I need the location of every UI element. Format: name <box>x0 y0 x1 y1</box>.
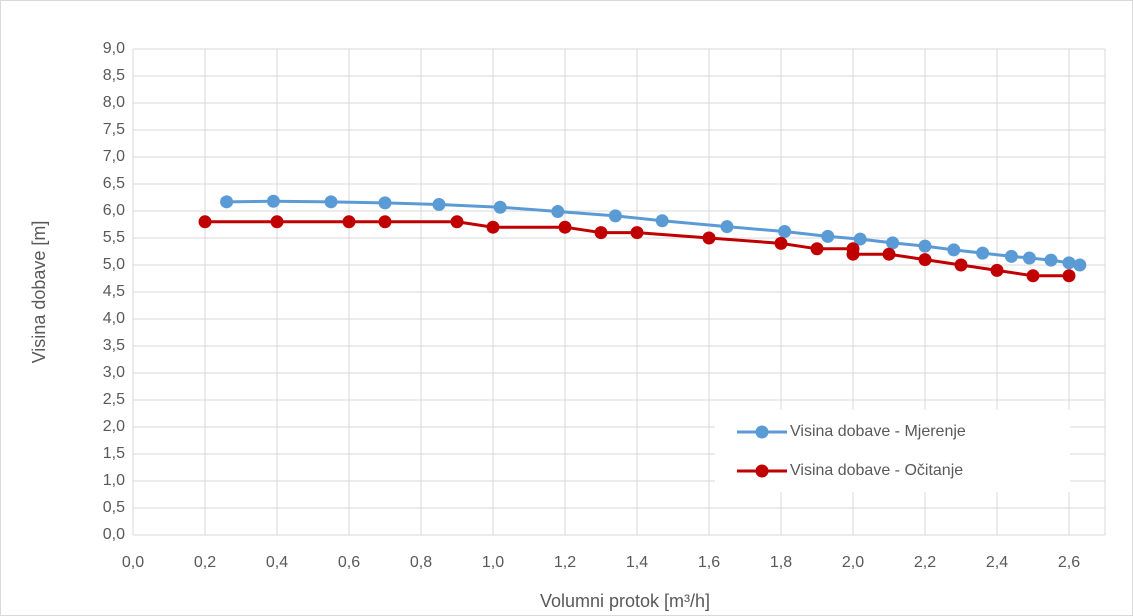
x-tick-label: 1,6 <box>698 554 720 571</box>
x-tick-label: 0,4 <box>266 554 288 571</box>
y-tick-label: 5,0 <box>103 256 125 273</box>
data-point <box>720 220 734 234</box>
data-point <box>630 226 644 240</box>
y-tick-label: 4,0 <box>103 310 125 327</box>
data-point <box>821 229 835 243</box>
legend-marker <box>755 425 769 439</box>
data-point <box>486 220 500 234</box>
y-tick-label: 7,5 <box>103 121 125 138</box>
data-point <box>220 195 234 209</box>
x-tick-label: 0,6 <box>338 554 360 571</box>
data-point <box>990 263 1004 277</box>
data-point <box>918 253 932 267</box>
y-axis-title: Visina dobave [m] <box>29 221 49 364</box>
x-tick-label: 0,8 <box>410 554 432 571</box>
data-point <box>853 232 867 246</box>
data-point <box>1004 249 1018 263</box>
data-point <box>1022 251 1036 265</box>
data-point <box>342 215 356 229</box>
data-point <box>976 246 990 260</box>
data-point <box>1062 256 1076 270</box>
data-point <box>378 215 392 229</box>
data-point <box>493 200 507 214</box>
data-point <box>1044 253 1058 267</box>
x-tick-label: 1,0 <box>482 554 504 571</box>
y-tick-label: 7,0 <box>103 148 125 165</box>
x-axis-title: Volumni protok [m³/h] <box>540 591 710 611</box>
data-point <box>594 226 608 240</box>
y-tick-label: 5,5 <box>103 229 125 246</box>
data-point <box>266 194 280 208</box>
y-tick-label: 9,0 <box>103 40 125 57</box>
x-tick-label: 1,4 <box>626 554 648 571</box>
x-tick-label: 2,2 <box>914 554 936 571</box>
data-point <box>810 242 824 256</box>
y-tick-label: 0,5 <box>103 499 125 516</box>
legend-marker <box>755 464 769 478</box>
data-point <box>947 243 961 257</box>
x-tick-label: 1,8 <box>770 554 792 571</box>
data-point <box>846 247 860 261</box>
legend-label: Visina dobave - Mjerenje <box>790 423 966 440</box>
data-point <box>774 236 788 250</box>
data-point <box>702 231 716 245</box>
data-point <box>198 215 212 229</box>
x-tick-label: 2,0 <box>842 554 864 571</box>
data-point <box>270 215 284 229</box>
legend-box <box>715 410 1070 492</box>
data-point <box>432 198 446 212</box>
series-line <box>226 199 1081 267</box>
data-point <box>608 209 622 223</box>
data-point <box>886 236 900 250</box>
x-tick-label: 1,2 <box>554 554 576 571</box>
data-point <box>882 247 896 261</box>
data-point <box>324 195 338 209</box>
y-tick-label: 1,5 <box>103 445 125 462</box>
y-tick-label: 2,5 <box>103 391 125 408</box>
x-tick-label: 0,0 <box>122 554 144 571</box>
x-tick-label: 0,2 <box>194 554 216 571</box>
data-point <box>1026 269 1040 283</box>
y-tick-label: 3,5 <box>103 337 125 354</box>
x-tick-label: 2,6 <box>1058 554 1080 571</box>
y-tick-label: 8,0 <box>103 94 125 111</box>
data-point <box>655 214 669 228</box>
y-tick-label: 8,5 <box>103 67 125 84</box>
x-tick-label: 2,4 <box>986 554 1008 571</box>
y-tick-label: 0,0 <box>103 526 125 543</box>
data-point <box>954 258 968 272</box>
data-point <box>378 196 392 210</box>
y-tick-label: 4,5 <box>103 283 125 300</box>
data-point <box>551 205 565 219</box>
y-tick-label: 6,0 <box>103 202 125 219</box>
y-tick-label: 1,0 <box>103 472 125 489</box>
legend-label: Visina dobave - Očitanje <box>790 462 963 479</box>
data-point <box>918 239 932 253</box>
data-point <box>558 220 572 234</box>
data-point <box>450 215 464 229</box>
data-point <box>1073 258 1087 272</box>
y-tick-label: 3,0 <box>103 364 125 381</box>
y-tick-label: 2,0 <box>103 418 125 435</box>
data-point <box>1062 269 1076 283</box>
data-point <box>778 225 792 239</box>
y-tick-label: 6,5 <box>103 175 125 192</box>
